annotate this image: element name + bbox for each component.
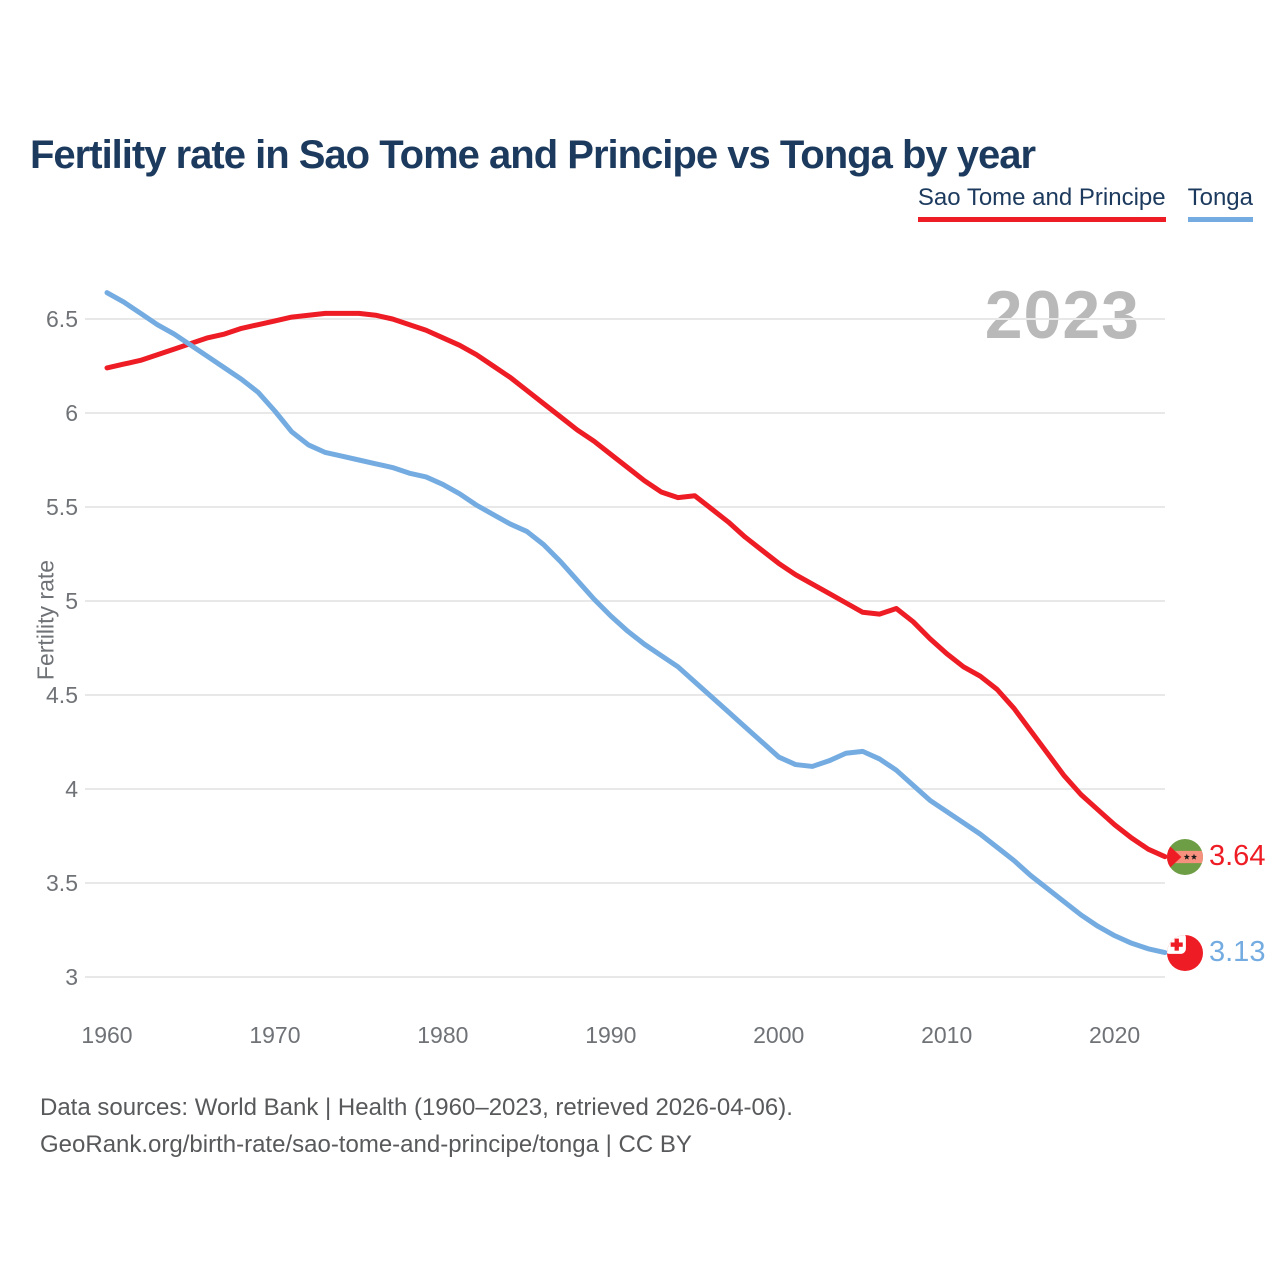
x-tick-label: 1970 (249, 1022, 301, 1048)
legend-item-tonga[interactable]: Tonga (1187, 184, 1253, 222)
x-tick-label: 1990 (585, 1022, 637, 1048)
end-value-sao-tome-and-principe: 3.64 (1209, 840, 1266, 873)
y-tick-label: 5 (65, 588, 78, 614)
series-line-tonga (104, 290, 1168, 956)
y-axis-title: Fertility rate (32, 559, 59, 681)
x-tick-label: 1980 (417, 1022, 469, 1048)
tonga-flag-icon (1167, 934, 1203, 971)
end-label-tonga: 3.13 (1167, 934, 1265, 972)
y-tick-label: 3.5 (46, 870, 78, 896)
x-tick-label: 2010 (921, 1022, 973, 1048)
legend-item-sao-tome-and-principe[interactable]: Sao Tome and Principe (917, 184, 1166, 222)
sao-tome-and-principe-flag-icon (1167, 838, 1203, 875)
y-tick-label: 6 (65, 400, 78, 426)
x-tick-label: 2000 (753, 1022, 805, 1048)
legend: Sao Tome and Principe Tonga (917, 184, 1253, 222)
x-tick-label: 2020 (1089, 1022, 1141, 1048)
y-tick-label: 5.5 (46, 494, 78, 520)
footer-attribution: GeoRank.org/birth-rate/sao-tome-and-prin… (40, 1131, 692, 1158)
y-tick-label: 6.5 (46, 306, 78, 332)
y-tick-label: 4 (65, 776, 78, 802)
footer-data-sources: Data sources: World Bank | Health (1960–… (40, 1094, 793, 1121)
end-label-sao-tome-and-principe: 3.64 (1167, 838, 1265, 876)
series-line-sao-tome-and-principe (104, 310, 1168, 860)
page-title: Fertility rate in Sao Tome and Principe … (30, 132, 1036, 177)
y-tick-label: 4.5 (46, 682, 78, 708)
year-watermark: 2023 (984, 277, 1140, 353)
footer: Data sources: World Bank | Health (1960–… (40, 1089, 793, 1163)
y-tick-label: 3 (65, 964, 78, 990)
end-value-tonga: 3.13 (1209, 936, 1266, 969)
x-tick-label: 1960 (81, 1022, 133, 1048)
